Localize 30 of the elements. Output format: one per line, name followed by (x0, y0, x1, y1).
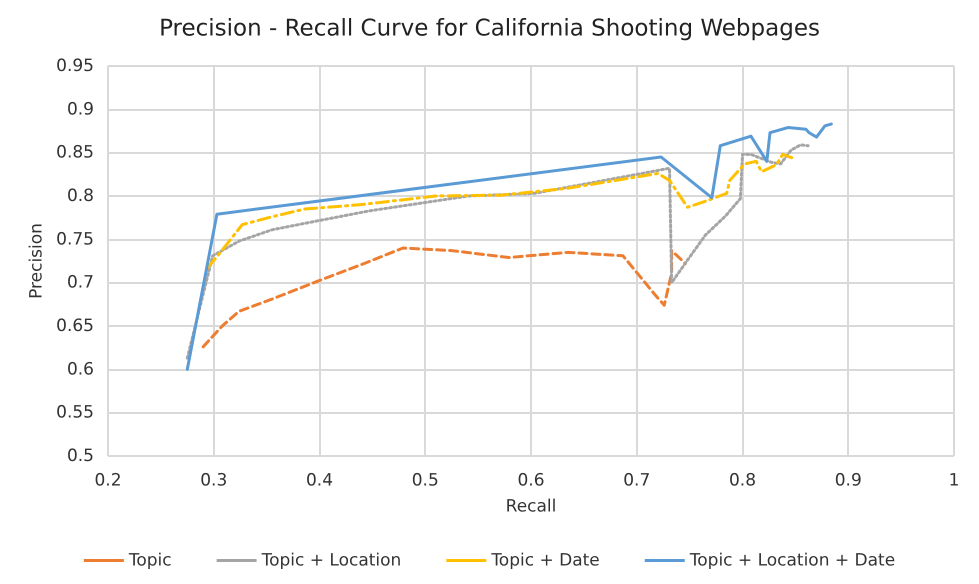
legend-label: Topic + Date (490, 550, 600, 570)
y-tick-label: 0.9 (66, 99, 94, 120)
y-tick-label: 0.8 (66, 186, 94, 206)
x-axis-title: Recall (506, 496, 556, 516)
line-series (186, 143, 810, 360)
x-tick-label: 0.9 (834, 470, 862, 490)
y-tick-label: 0.55 (56, 402, 94, 423)
x-tick-label: 0.6 (517, 470, 545, 490)
x-tick-label: 0.3 (200, 470, 228, 490)
legend-label: Topic + Location + Date (688, 550, 896, 570)
line-series (186, 122, 833, 371)
legend-label: Topic (128, 550, 172, 570)
chart-title: Precision - Recall Curve for California Shooting Webpages (159, 16, 820, 42)
line-series (202, 246, 687, 348)
x-tick-label: 0.5 (412, 470, 439, 490)
x-tick-label: 0.4 (306, 470, 334, 490)
x-tick-label: 0.7 (623, 470, 650, 490)
legend-label: Topic + Location (260, 550, 402, 570)
y-tick-label: 0.85 (56, 142, 94, 163)
y-axis-title: Precision (26, 223, 47, 299)
y-tick-label: 0.65 (56, 316, 94, 336)
y-tick-label: 0.7 (66, 272, 94, 293)
line-series (206, 152, 794, 270)
x-tick-label: 0.8 (728, 470, 756, 490)
y-tick-label: 0.5 (66, 446, 94, 466)
y-tick-label: 0.95 (56, 56, 94, 76)
x-tick-label: 1 (948, 470, 960, 490)
y-tick-label: 0.6 (66, 359, 94, 380)
y-tick-label: 0.75 (56, 229, 94, 250)
x-tick-label: 0.2 (94, 470, 122, 490)
